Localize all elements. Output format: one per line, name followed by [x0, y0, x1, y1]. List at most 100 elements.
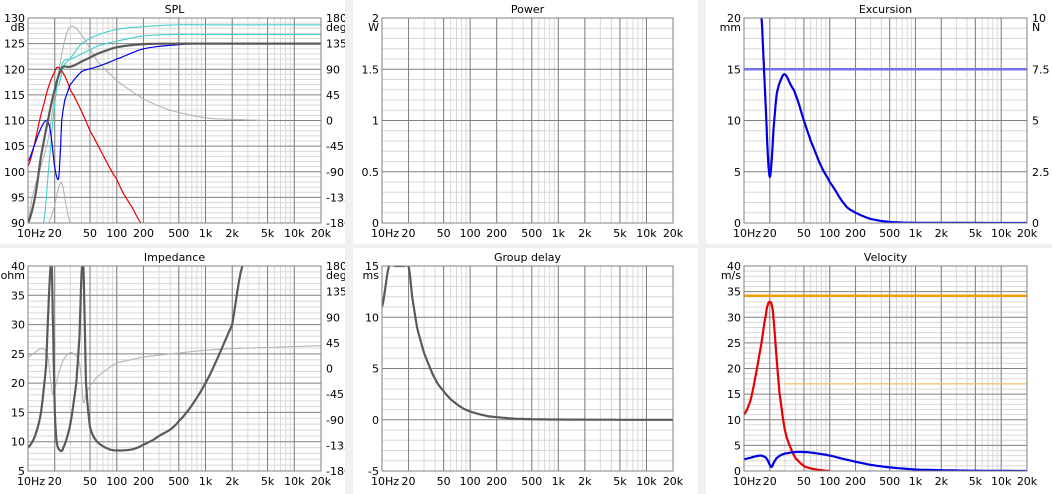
x-tick-label: 500 [168, 475, 189, 488]
spl-series-1-line [48, 181, 71, 223]
y-left-tick-label: 15 [365, 260, 379, 273]
x-tick-label: 2k [935, 227, 949, 240]
y-left-tick-label: 10 [727, 115, 741, 128]
impedance-plot-frame [27, 265, 322, 472]
y-right-tick-label: 7.5 [1032, 63, 1050, 76]
y-left-tick-label: 25 [727, 337, 741, 350]
y-left-tick-label: 130 [4, 12, 25, 25]
velocity-plot-frame [743, 265, 1028, 472]
y-left-tick-label: 20 [727, 363, 741, 376]
x-tick-label: 100 [106, 475, 127, 488]
y-right-tick-label: 180 [326, 12, 345, 25]
velocity-title: Velocity [864, 251, 908, 264]
x-tick-label: 1k [199, 227, 213, 240]
spl-title: SPL [165, 3, 186, 16]
velocity-series-group [744, 294, 1027, 471]
y-right-tick-label: -180 [326, 465, 345, 478]
y-left-tick-label: 15 [11, 406, 25, 419]
spl-chart: SPL 10Hz 20 50 100 200 500 1k 2k 5k 10k 20k 130 125 12… [4, 3, 345, 240]
excursion-right-unit: N [1032, 21, 1040, 34]
group-delay-panel: Group delay 10Hz 20 50 100 200 500 1k 2k 5k 10k 20k… [353, 248, 698, 494]
x-tick-label: 1k [552, 475, 566, 488]
y-left-tick-label: 5 [18, 465, 25, 478]
spl-series-group [28, 24, 321, 223]
y-left-tick-label: 15 [727, 63, 741, 76]
y-left-tick-label: 30 [727, 311, 741, 324]
x-tick-label: 20 [48, 475, 62, 488]
y-right-tick-label: 5 [1032, 115, 1039, 128]
y-left-tick-label: 10 [727, 414, 741, 427]
velocity-panel: Velocity 10Hz 20 50 100 200 500 1k 2k 5k 10k 20k 40 3… [706, 248, 1052, 494]
y-left-tick-label: 5 [372, 363, 379, 376]
y-right-tick-label: 0 [326, 363, 333, 376]
group-delay-title: Group delay [494, 251, 562, 264]
impedance-series-0-line [28, 345, 321, 404]
y-left-tick-label: 5 [734, 439, 741, 452]
x-tick-label: 20k [663, 475, 684, 488]
y-right-tick-label: -90 [326, 414, 344, 427]
excursion-left-unit: mm [720, 21, 741, 34]
x-tick-label: 10Hz [17, 227, 45, 240]
impedance-left-unit: ohm [1, 269, 25, 282]
y-right-tick-label: -180 [326, 217, 345, 230]
y-right-tick-label: 90 [326, 63, 340, 76]
y-right-tick-label: 180 [326, 260, 345, 273]
impedance-right-unit: deg [326, 269, 345, 282]
x-tick-label: 500 [879, 227, 900, 240]
x-tick-label: 5k [969, 475, 983, 488]
power-panel: Power 10Hz 20 50 100 200 500 1k 2k 5k 10k 20k 2 1.5 1 0… [353, 0, 698, 244]
x-tick-label: 20 [48, 227, 62, 240]
impedance-series-1-line [28, 266, 244, 453]
y-left-tick-label: -5 [368, 465, 379, 478]
spl-panel: SPL 10Hz 20 50 100 200 500 1k 2k 5k 10k 20k 130 125 12… [0, 0, 345, 244]
x-tick-label: 2k [226, 227, 240, 240]
power-plot-frame [381, 17, 674, 224]
x-tick-label: 50 [797, 227, 811, 240]
x-tick-label: 50 [83, 227, 97, 240]
x-tick-label: 50 [437, 475, 451, 488]
x-tick-label: 10Hz [17, 475, 45, 488]
x-tick-label: 200 [486, 227, 507, 240]
x-tick-label: 50 [83, 475, 97, 488]
x-tick-label: 100 [819, 227, 840, 240]
x-tick-label: 10Hz [733, 475, 761, 488]
spl-series-3-line [57, 24, 321, 87]
y-right-tick-label: 45 [326, 337, 340, 350]
excursion-series-1-line [760, 18, 1027, 223]
impedance-minor-grid [28, 266, 321, 471]
y-right-tick-label: 2.5 [1032, 166, 1050, 179]
x-tick-label: 1k [199, 475, 213, 488]
x-tick-label: 2k [578, 227, 592, 240]
y-right-tick-label: -135 [326, 191, 345, 204]
y-left-tick-label: 5 [734, 166, 741, 179]
x-tick-label: 100 [819, 475, 840, 488]
spl-right-unit: deg [326, 21, 345, 34]
y-right-tick-label: 135 [326, 286, 345, 299]
power-chart: Power 10Hz 20 50 100 200 500 1k 2k 5k 10k 20k 2 1.5 1 0… [362, 3, 684, 240]
excursion-title: Excursion [859, 3, 912, 16]
power-left-unit: W [368, 21, 379, 34]
velocity-left-unit: m/s [721, 269, 741, 282]
y-right-tick-label: -90 [326, 166, 344, 179]
x-tick-label: 20 [763, 227, 777, 240]
y-left-tick-label: 105 [4, 140, 25, 153]
x-tick-label: 10Hz [733, 227, 761, 240]
x-tick-label: 100 [106, 227, 127, 240]
spl-plot-frame [27, 17, 322, 224]
x-tick-label: 5k [261, 227, 275, 240]
x-tick-label: 200 [133, 475, 154, 488]
x-tick-label: 2k [226, 475, 240, 488]
x-tick-label: 5k [261, 475, 275, 488]
x-tick-label: 20 [402, 227, 416, 240]
excursion-series-group [744, 18, 1027, 223]
group-delay-series-0-line [382, 266, 673, 421]
x-tick-label: 10k [991, 475, 1012, 488]
x-tick-label: 10k [284, 475, 305, 488]
y-left-tick-label: 0 [372, 217, 379, 230]
y-left-tick-label: 10 [11, 436, 25, 449]
x-tick-label: 100 [460, 227, 481, 240]
y-left-tick-label: 1.5 [362, 63, 380, 76]
spl-series-5-line [28, 42, 321, 181]
